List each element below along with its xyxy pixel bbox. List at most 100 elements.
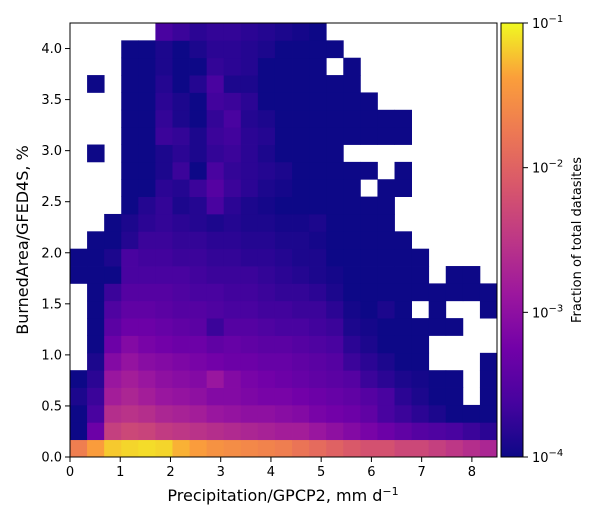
heatmap-cell [155,213,173,232]
heatmap-cell [411,404,430,423]
heatmap-cell [274,109,293,128]
heatmap-cell [189,248,208,267]
heatmap-cell [377,300,395,319]
heatmap-cell [206,370,225,388]
heatmap-cell [309,57,327,76]
heatmap-cell [121,283,139,302]
heatmap-cell [223,352,242,371]
heatmap-cell [104,352,122,371]
heatmap-cell [309,23,327,41]
heatmap-cell [70,404,88,423]
heatmap-cell [189,300,208,319]
heatmap-cell [292,57,310,76]
heatmap-cell [240,318,259,336]
heatmap-cell [155,231,173,250]
heatmap-cell [309,266,327,284]
y-tick-label: 4.0 [41,42,62,57]
heatmap-cell [155,387,173,406]
heatmap-cell [70,422,88,441]
heatmap-cell [411,387,430,406]
heatmap-cell [240,266,259,284]
heatmap-cell [274,422,293,441]
heatmap-cell [343,127,361,145]
heatmap-cell [121,196,139,215]
heatmap-cell [138,144,156,163]
heatmap-cell [462,283,481,302]
heatmap-cell [394,266,412,284]
heatmap-cell [121,161,139,180]
heatmap-cell [326,161,344,180]
heatmap-cell [206,404,225,423]
heatmap-cell [257,266,276,284]
heatmap-cell [172,404,190,423]
heatmap-cell [343,75,361,93]
heatmap-cell [274,144,293,163]
heatmap-cell [206,422,225,441]
heatmap-cell [206,144,225,163]
heatmap-cell [326,283,344,302]
heatmap-cell [343,196,361,215]
heatmap-cell [377,179,395,197]
heatmap-cell [411,283,430,302]
heatmap-cell [240,248,259,267]
heatmap-cell [104,300,122,319]
heatmap-cell [121,75,139,93]
heatmap-cell [172,318,190,336]
heatmap-cell [428,387,447,406]
y-axis: 0.0 0.5 1.0 1.5 2.0 2.5 3.0 3.5 4.0 [41,42,70,466]
heatmap-cell [292,404,310,423]
heatmap-cell [87,404,105,423]
heatmap-cell [138,57,156,76]
heatmap-cell [292,352,310,371]
heatmap-cell [206,92,225,111]
heatmap-cell [462,422,481,441]
heatmap-cell [360,335,378,354]
heatmap-cell [445,439,464,458]
heatmap-cell [326,370,344,388]
heatmap-cell [360,231,378,250]
heatmap-cell [309,161,327,180]
heatmap-cell [155,109,173,128]
heatmap-cell [189,23,208,41]
heatmap-cell [172,300,190,319]
heatmap-cell [343,213,361,232]
heatmap-cell [292,335,310,354]
colorbar-tick-label: 10−2 [532,159,563,177]
heatmap-cell [104,404,122,423]
x-tick-label: 1 [116,465,124,480]
heatmap-cell [189,283,208,302]
heatmap-cell [138,75,156,93]
heatmap-cell [138,127,156,145]
heatmap-cell [326,352,344,371]
heatmap-cell [223,370,242,388]
heatmap-cell [155,300,173,319]
heatmap-cell [121,109,139,128]
heatmap-cell [257,370,276,388]
heatmap-cell [104,266,122,284]
y-tick-label: 2.0 [41,246,62,261]
heatmap-cell [274,92,293,111]
heatmap-cell [360,300,378,319]
heatmap-cell [121,318,139,336]
heatmap-cell [155,196,173,215]
heatmap-cell [240,179,259,197]
heatmap-cell [223,439,242,458]
heatmap-cell [326,248,344,267]
heatmap-cell [189,179,208,197]
heatmap-cell [479,283,498,302]
heatmap-cell [309,109,327,128]
heatmap-cell [257,335,276,354]
heatmap-cell [274,213,293,232]
heatmap-cell [189,144,208,163]
heatmap-cell [172,352,190,371]
heatmap-cell [138,213,156,232]
heatmap-cell [274,161,293,180]
heatmap-cell [326,179,344,197]
heatmap-cell [274,196,293,215]
heatmap-cell [223,127,242,145]
heatmap-cell [206,231,225,250]
heatmap-cell [292,144,310,163]
x-tick-label: 5 [317,465,325,480]
heatmap-cell [172,179,190,197]
heatmap-cell [172,92,190,111]
